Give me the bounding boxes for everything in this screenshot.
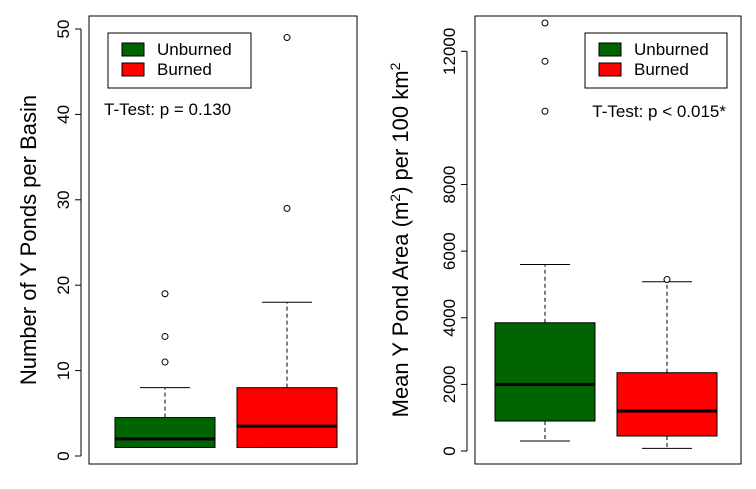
y-tick-label: 8000: [440, 166, 459, 204]
y-tick-label: 12000: [440, 28, 459, 75]
box-burned: [236, 34, 338, 448]
ponds-count-panel: 0 10 20 30 40 50 Number of Y Ponds per Basin Un…: [16, 15, 358, 465]
legend-swatch-unburned: [598, 42, 622, 57]
box-unburned: [494, 19, 596, 442]
plot-frame: [474, 15, 742, 465]
iqr-box: [616, 372, 718, 437]
outlier-point: [663, 275, 671, 283]
y-tick-label: 40: [54, 105, 73, 124]
y-tick-label: 2000: [440, 365, 459, 403]
legend-swatch-unburned: [121, 42, 145, 57]
t-test-annotation: T-Test: p < 0.015*: [592, 102, 726, 121]
legend-label-unburned: Unburned: [157, 40, 232, 59]
legend-swatch-burned: [121, 62, 145, 77]
outlier-point: [161, 332, 169, 340]
outlier-point: [283, 204, 291, 212]
outlier-point: [161, 290, 169, 298]
legend-swatch-burned: [598, 62, 622, 77]
y-axis-label: Number of Y Ponds per Basin: [16, 95, 41, 385]
legend-label-unburned: Unburned: [634, 40, 709, 59]
t-test-annotation: T-Test: p = 0.130: [104, 100, 231, 119]
y-tick-label: 4000: [440, 299, 459, 337]
y-tick-label: 50: [54, 20, 73, 39]
outlier-point: [541, 57, 549, 65]
legend-box: [584, 32, 728, 89]
legend-label-burned: Burned: [634, 60, 689, 79]
iqr-box: [114, 417, 216, 448]
iqr-box: [494, 322, 596, 422]
legend-label-burned: Burned: [157, 60, 212, 79]
outlier-point: [283, 34, 291, 42]
y-tick-label: 6000: [440, 232, 459, 270]
plot-frame: [88, 15, 358, 465]
box-unburned: [114, 290, 216, 448]
y-axis-label: Mean Y Pond Area (m2) per 100 km2: [387, 62, 413, 417]
y-tick-label: 10: [54, 361, 73, 380]
y-tick-label: 0: [440, 446, 459, 455]
iqr-box: [236, 387, 338, 448]
pond-area-panel: 0 2000 4000 6000 8000 12000 Mean Y Pond Area (…: [387, 15, 742, 465]
outlier-point: [541, 19, 549, 27]
legend-box: [107, 32, 252, 89]
outlier-point: [161, 358, 169, 366]
y-tick-label: 20: [54, 276, 73, 295]
y-tick-label: 0: [54, 451, 73, 460]
y-tick-label: 30: [54, 190, 73, 209]
outlier-point: [541, 107, 549, 115]
box-burned: [616, 275, 718, 449]
